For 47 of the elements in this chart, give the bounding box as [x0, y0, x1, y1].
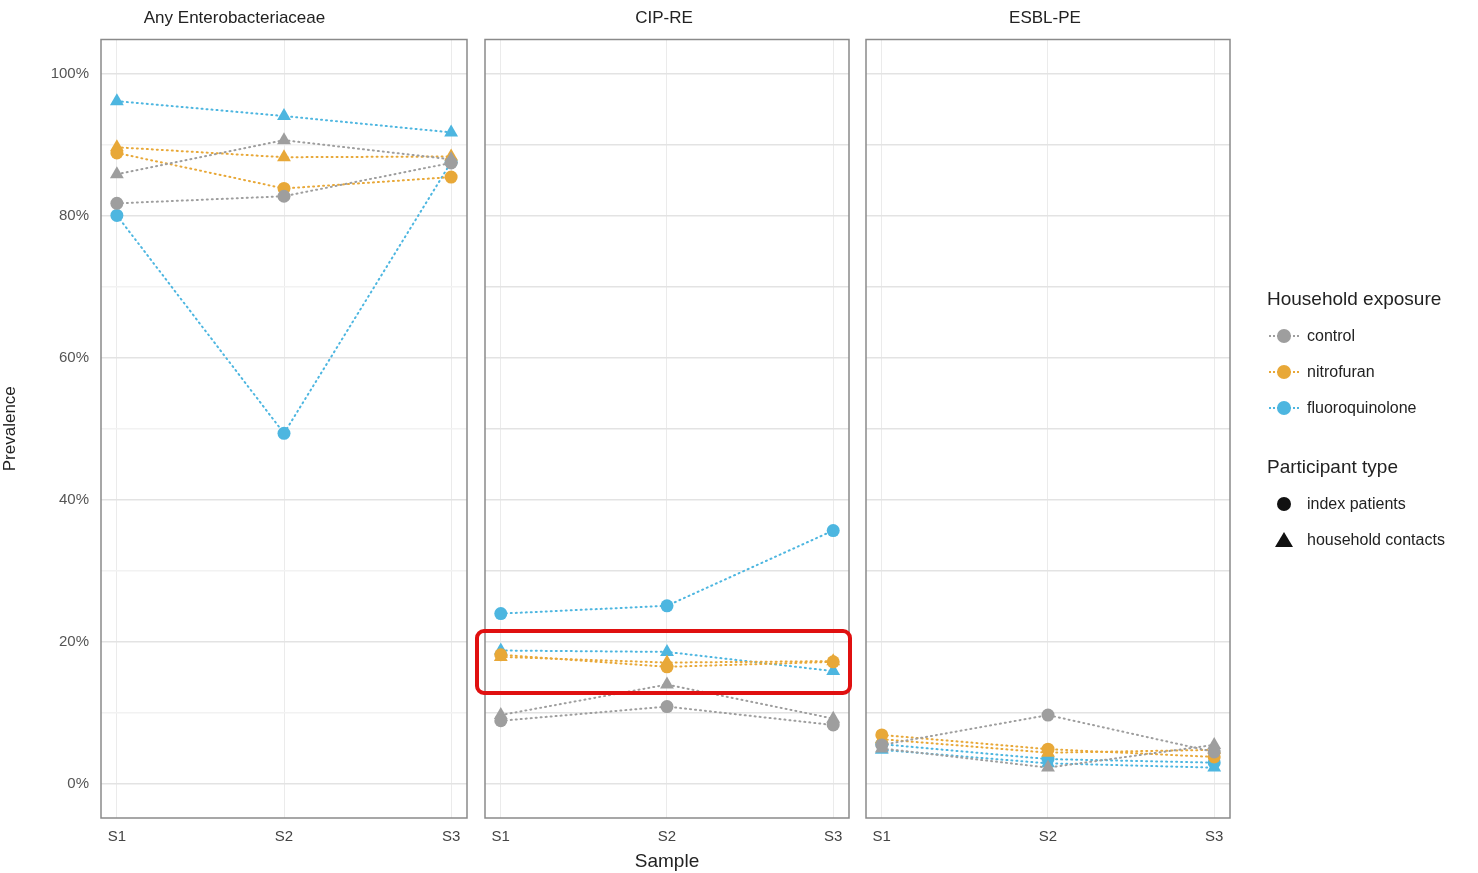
point: [1041, 759, 1055, 772]
text: index patients: [1307, 495, 1406, 513]
point: [277, 426, 291, 440]
y-axis-title: Prevalence: [0, 386, 19, 472]
legend-label: control: [1307, 327, 1356, 345]
point: [660, 676, 674, 689]
point: [277, 132, 291, 145]
legend-label: fluoroquinolone: [1307, 399, 1417, 417]
point: [110, 208, 124, 222]
point: [277, 108, 291, 121]
y-tick-label: 20%: [58, 632, 89, 650]
point: [444, 124, 459, 137]
chart-title: CIP-RE: [635, 7, 693, 27]
point: [277, 149, 291, 162]
x-tick-label: S3: [441, 827, 461, 845]
point: [660, 643, 674, 656]
x-tick-label: S1: [491, 827, 510, 845]
x-tick-label: S3: [1205, 827, 1224, 845]
x-tick-label: S1: [872, 827, 891, 845]
point: [277, 189, 291, 203]
y-tick-label: 0%: [67, 774, 89, 792]
x-tick-label: S3: [824, 827, 843, 845]
x-tick-label: S2: [1038, 827, 1058, 845]
text: Participant type: [1267, 456, 1399, 478]
point: [109, 93, 124, 106]
y-tick-label: 40%: [58, 490, 89, 508]
point: [1041, 708, 1055, 722]
point: [826, 524, 840, 538]
point: [110, 196, 124, 210]
text: household contacts: [1307, 531, 1445, 549]
chart-title: Any Enterobacteriaceae: [143, 7, 326, 27]
x-axis-title: Sample: [634, 849, 700, 871]
legend-label: nitrofuran: [1307, 363, 1375, 381]
point: [444, 170, 458, 184]
x-tick-label: S2: [274, 827, 294, 845]
chart-title: ESBL-PE: [1009, 7, 1081, 27]
y-tick-label: 80%: [58, 206, 89, 224]
point: [660, 700, 674, 714]
y-tick-label: 60%: [58, 348, 89, 366]
legend-title: Household exposure: [1267, 288, 1443, 310]
x-tick-label: S1: [107, 827, 127, 845]
point: [660, 599, 674, 613]
y-tick-label: 100%: [50, 64, 89, 82]
x-tick-label: S2: [657, 827, 677, 845]
point: [109, 166, 124, 179]
point: [494, 607, 508, 621]
point: [494, 714, 508, 728]
